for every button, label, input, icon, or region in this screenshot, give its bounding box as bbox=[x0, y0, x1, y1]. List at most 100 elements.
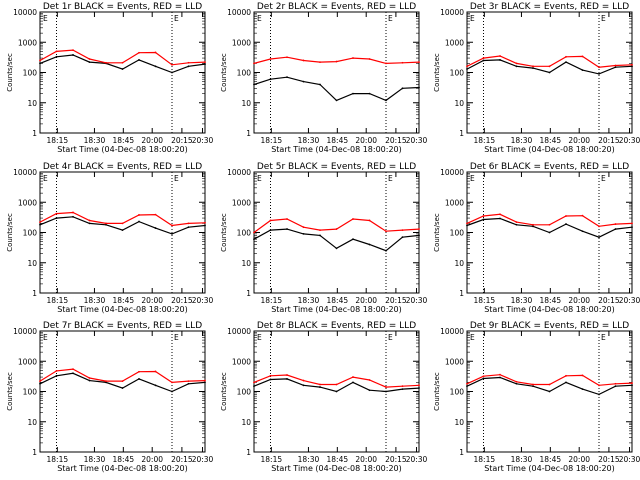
lld-data-point bbox=[368, 379, 371, 381]
events-data-point bbox=[335, 99, 338, 102]
events-series-line bbox=[253, 76, 420, 102]
events-data-point bbox=[154, 65, 157, 68]
x-tick-label: 20:30 bbox=[406, 455, 428, 464]
y-tick-label: 1000 bbox=[18, 38, 37, 47]
x-tick-label: 20:15 bbox=[171, 136, 193, 145]
x-tick-label: 20:30 bbox=[192, 455, 214, 464]
events-data-point bbox=[138, 220, 140, 223]
y-tick-label: 10 bbox=[454, 418, 464, 427]
y-tick-label: 1000 bbox=[232, 357, 251, 366]
lld-data-point bbox=[319, 61, 321, 64]
plot-panel-1: Det 1r BLACK = Events, RED = LLD 1 10 100 10… bbox=[6, 2, 214, 154]
y-tick-label: 1000 bbox=[18, 357, 37, 366]
lld-data-point bbox=[352, 218, 354, 220]
events-data-point bbox=[385, 390, 387, 393]
events-data-point bbox=[269, 229, 272, 232]
y-tick-label: 10000 bbox=[227, 168, 251, 177]
lld-data-point bbox=[171, 381, 173, 384]
marker-e-label: E bbox=[601, 333, 606, 342]
events-data-point bbox=[614, 66, 617, 69]
events-data-point bbox=[581, 230, 584, 233]
events-data-point bbox=[105, 381, 107, 384]
y-tick-label: 1000 bbox=[232, 38, 251, 47]
lld-data-point bbox=[499, 55, 501, 57]
y-tick-label: 10000 bbox=[13, 168, 37, 177]
lld-data-point bbox=[565, 374, 567, 377]
y-tick-label: 1 bbox=[459, 289, 464, 298]
events-data-point bbox=[138, 378, 140, 380]
lld-data-point bbox=[368, 58, 371, 60]
y-tick-label: 100 bbox=[23, 69, 38, 78]
y-tick-label: 10000 bbox=[440, 327, 464, 336]
lld-data-point bbox=[548, 383, 551, 386]
y-tick-label: 1000 bbox=[445, 198, 464, 207]
events-data-point bbox=[204, 381, 206, 384]
plot-panel-6: Det 6r BLACK = Events, RED = LLD 1 10 100 10… bbox=[433, 162, 640, 314]
events-data-point bbox=[548, 71, 551, 74]
lld-data-point bbox=[154, 213, 157, 216]
x-tick-label: 20:15 bbox=[171, 296, 193, 305]
events-data-point bbox=[105, 223, 107, 226]
y-tick-label: 10000 bbox=[227, 327, 251, 336]
lld-data-point bbox=[352, 376, 354, 378]
marker-e-label: E bbox=[174, 174, 179, 183]
lld-data-point bbox=[138, 370, 140, 373]
lld-data-point bbox=[482, 57, 485, 59]
y-tick-label: 100 bbox=[237, 388, 252, 397]
events-data-point bbox=[515, 223, 518, 226]
x-tick-label: 20:00 bbox=[141, 455, 163, 464]
y-axis-label: Counts/sec bbox=[6, 213, 14, 252]
events-data-point bbox=[368, 243, 371, 246]
x-axis-label: Start Time (04-Dec-08 18:00:20) bbox=[57, 145, 188, 154]
lld-data-point bbox=[171, 63, 173, 66]
events-data-point bbox=[532, 385, 534, 388]
lld-data-point bbox=[548, 65, 551, 68]
events-data-point bbox=[418, 387, 420, 389]
x-tick-label: 18:15 bbox=[474, 455, 496, 464]
lld-data-point bbox=[418, 384, 420, 387]
events-data-point bbox=[204, 224, 206, 227]
lld-data-point bbox=[286, 374, 288, 376]
x-tick-label: 18:30 bbox=[511, 296, 533, 305]
lld-data-point bbox=[581, 214, 584, 217]
lld-data-point bbox=[499, 213, 501, 216]
events-data-point bbox=[88, 61, 91, 64]
events-data-point bbox=[335, 390, 338, 393]
plot-title: Det 5r BLACK = Events, RED = LLD bbox=[257, 162, 416, 172]
lld-series-line bbox=[253, 218, 420, 233]
lld-data-point bbox=[515, 380, 518, 383]
lld-data-point bbox=[565, 55, 567, 58]
y-tick-label: 10000 bbox=[440, 8, 464, 17]
lld-data-point bbox=[614, 64, 617, 67]
x-tick-label: 18:30 bbox=[84, 296, 106, 305]
events-data-point bbox=[39, 62, 41, 65]
lld-data-point bbox=[532, 383, 534, 386]
events-data-point bbox=[482, 377, 485, 380]
events-data-point bbox=[598, 393, 600, 396]
lld-data-point bbox=[532, 65, 534, 68]
x-tick-label: 18:30 bbox=[298, 455, 320, 464]
events-data-point bbox=[335, 247, 338, 250]
lld-data-point bbox=[614, 382, 617, 385]
plot-panel-8: Det 8r BLACK = Events, RED = LLD 1 10 100 10… bbox=[220, 321, 428, 473]
lld-data-point bbox=[418, 228, 420, 230]
events-data-point bbox=[253, 83, 255, 86]
events-data-point bbox=[401, 87, 404, 90]
events-data-point bbox=[466, 385, 468, 388]
lld-data-point bbox=[319, 229, 321, 232]
lld-data-point bbox=[401, 229, 404, 232]
x-tick-label: 20:15 bbox=[598, 296, 620, 305]
x-tick-label: 18:15 bbox=[47, 136, 69, 145]
x-axis-label: Start Time (04-Dec-08 18:00:20) bbox=[484, 145, 615, 154]
plot-frame bbox=[39, 171, 206, 294]
events-data-point bbox=[55, 55, 58, 58]
x-tick-label: 18:45 bbox=[113, 455, 135, 464]
lld-data-point bbox=[269, 219, 272, 222]
y-tick-label: 10 bbox=[27, 418, 37, 427]
events-data-point bbox=[352, 238, 354, 241]
x-tick-label: 18:30 bbox=[84, 455, 106, 464]
lld-data-point bbox=[385, 230, 387, 233]
events-data-point bbox=[499, 376, 501, 379]
lld-data-point bbox=[253, 231, 255, 234]
